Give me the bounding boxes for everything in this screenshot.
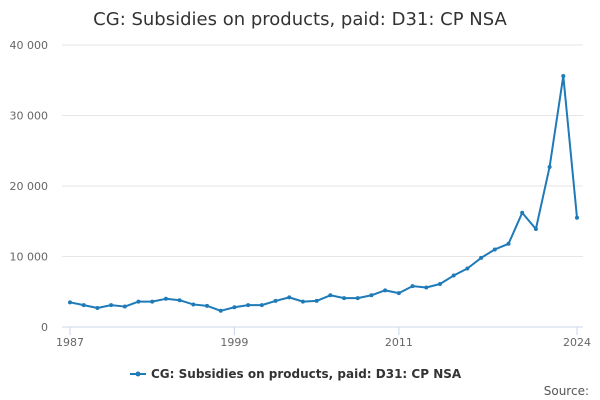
y-tick-label: 20 000 [10, 180, 49, 193]
data-point[interactable] [109, 303, 114, 308]
source-label: Source: [544, 384, 589, 398]
data-point[interactable] [355, 296, 360, 301]
data-point[interactable] [232, 305, 237, 310]
data-point[interactable] [259, 303, 264, 308]
data-point[interactable] [437, 281, 442, 286]
data-point[interactable] [547, 164, 552, 169]
x-tick-label: 1987 [56, 336, 84, 349]
series-line[interactable] [69, 75, 578, 312]
data-point[interactable] [150, 299, 155, 304]
data-point[interactable] [561, 74, 566, 79]
data-point[interactable] [465, 266, 470, 271]
chart-title: CG: Subsidies on products, paid: D31: CP… [93, 9, 507, 30]
data-point[interactable] [383, 288, 388, 293]
y-tick-label: 10 000 [10, 251, 49, 264]
data-point[interactable] [205, 303, 210, 308]
y-tick-label: 40 000 [10, 39, 49, 52]
data-point[interactable] [122, 304, 127, 309]
data-point[interactable] [410, 284, 415, 289]
data-point[interactable] [424, 285, 429, 290]
data-point[interactable] [314, 298, 319, 303]
axes: 0 10 000 20 000 30 000 40 000 1987 1999 2011 202… [10, 39, 592, 349]
data-point[interactable] [575, 215, 579, 220]
data-point[interactable] [177, 298, 182, 303]
data-point[interactable] [273, 298, 278, 303]
data-point[interactable] [506, 241, 511, 246]
data-point[interactable] [95, 305, 100, 310]
data-point[interactable] [218, 308, 223, 313]
data-point[interactable] [68, 300, 72, 305]
legend[interactable]: CG: Subsidies on products, paid: D31: CP… [130, 367, 462, 381]
data-point[interactable] [136, 299, 141, 304]
x-tick-label: 2011 [385, 336, 413, 349]
data-point[interactable] [451, 273, 456, 278]
legend-label[interactable]: CG: Subsidies on products, paid: D31: CP… [151, 367, 462, 381]
data-point[interactable] [300, 299, 305, 304]
y-tick-label: 30 000 [10, 110, 49, 123]
data-point[interactable] [163, 296, 168, 301]
data-point[interactable] [246, 303, 251, 308]
x-tick-label: 2024 [563, 336, 591, 349]
data-point[interactable] [191, 302, 196, 307]
x-tick-label: 1999 [220, 336, 248, 349]
data-point[interactable] [479, 255, 484, 260]
y-tick-label: 0 [41, 321, 48, 334]
legend-swatch-marker [135, 371, 141, 377]
data-point[interactable] [328, 293, 333, 298]
data-point[interactable] [369, 293, 374, 298]
data-point[interactable] [533, 227, 538, 232]
series-layer [68, 74, 579, 313]
data-point[interactable] [492, 247, 497, 252]
data-point[interactable] [287, 295, 292, 300]
data-point[interactable] [520, 210, 525, 215]
data-point[interactable] [81, 303, 86, 308]
data-point[interactable] [396, 291, 401, 296]
data-point[interactable] [342, 296, 347, 301]
grid [62, 44, 583, 257]
